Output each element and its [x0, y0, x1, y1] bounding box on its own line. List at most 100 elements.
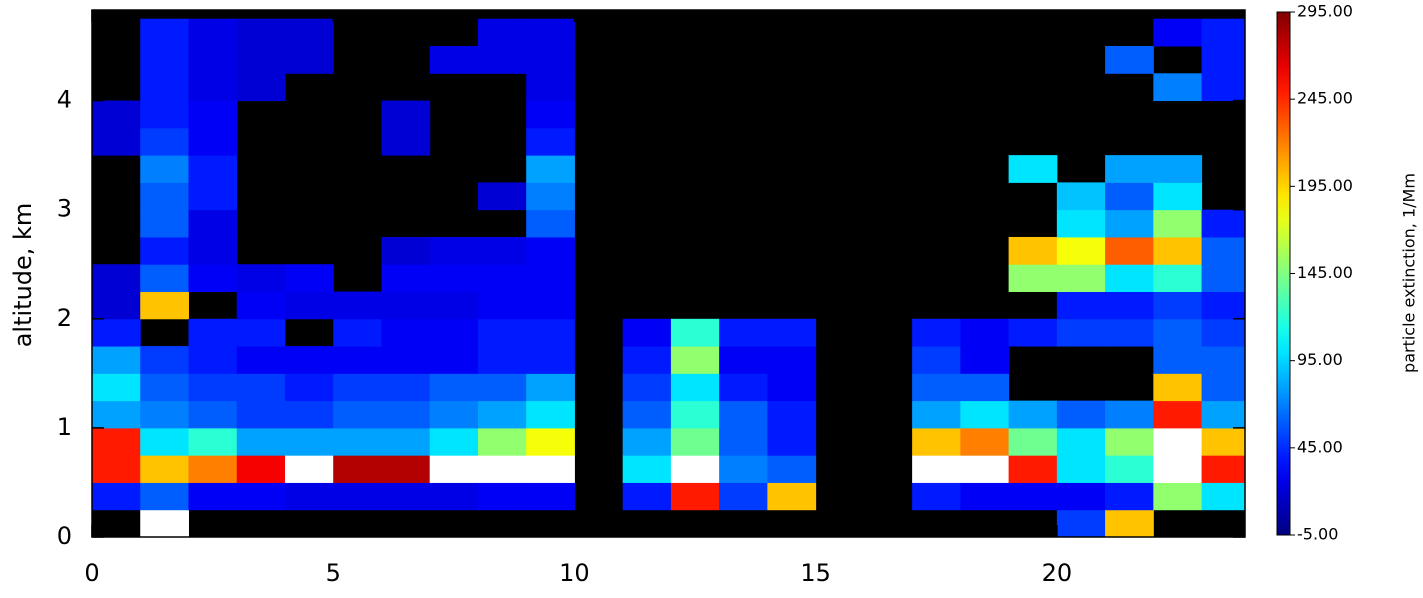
- heatmap-cell: [1056, 291, 1106, 320]
- y-tick-label: 1: [57, 413, 72, 441]
- heatmap-cell: [333, 400, 382, 429]
- heatmap-cell: [429, 427, 479, 456]
- heatmap-cell: [1056, 400, 1106, 429]
- heatmap-cell: [429, 318, 479, 347]
- heatmap-cell: [1153, 427, 1203, 456]
- colorbar-tick-label: 295.00: [1297, 2, 1353, 21]
- heatmap-cell: [140, 400, 189, 429]
- x-tick-label: 15: [800, 559, 831, 587]
- heatmap-cell: [1153, 318, 1203, 347]
- heatmap-cell: [622, 318, 672, 347]
- heatmap-cell: [429, 373, 479, 402]
- heatmap-cell: [236, 264, 286, 293]
- heatmap-cell: [1056, 264, 1106, 293]
- heatmap-cell: [140, 373, 189, 402]
- heatmap-cell: [1105, 400, 1154, 429]
- x-tick-label: 5: [326, 559, 341, 587]
- heatmap-cell: [1201, 46, 1245, 74]
- heatmap-cell: [1201, 373, 1245, 402]
- heatmap-cell: [670, 427, 720, 456]
- heatmap-cell: [767, 318, 817, 347]
- heatmap-cell: [477, 18, 527, 47]
- colorbar-label: particle extinction, 1/Mm: [1400, 173, 1419, 373]
- heatmap-cell: [477, 400, 527, 429]
- heatmap-cell: [912, 346, 961, 374]
- heatmap-cell: [381, 400, 431, 429]
- y-tick-label: 2: [57, 304, 72, 332]
- heatmap-cell: [381, 482, 431, 511]
- heatmap-cell: [284, 18, 334, 47]
- heatmap-cell: [1201, 346, 1245, 374]
- heatmap-cell: [188, 264, 238, 293]
- heatmap-cell: [526, 73, 575, 102]
- heatmap-cell: [1056, 509, 1106, 537]
- heatmap-cell: [960, 455, 1010, 483]
- heatmap-cell: [1201, 482, 1245, 511]
- heatmap-cell: [477, 455, 527, 483]
- heatmap-cell: [381, 127, 431, 156]
- heatmap-cell: [236, 46, 286, 74]
- heatmap-cell: [622, 373, 672, 402]
- heatmap-cell: [284, 346, 334, 374]
- heatmap-cell: [477, 373, 527, 402]
- heatmap-cell: [622, 482, 672, 511]
- heatmap-cell: [1153, 264, 1203, 293]
- heatmap-cell: [140, 73, 189, 102]
- heatmap-cell: [1201, 318, 1245, 347]
- heatmap-cell: [188, 427, 238, 456]
- heatmap-cell: [1008, 155, 1058, 183]
- heatmap-cell: [1105, 236, 1154, 265]
- heatmap-cell: [188, 18, 238, 47]
- heatmap-cell: [670, 346, 720, 374]
- heatmap-cell: [1105, 46, 1154, 74]
- heatmap-cell: [140, 455, 189, 483]
- heatmap-cell: [140, 182, 189, 211]
- heatmap-cell: [1201, 291, 1245, 320]
- heatmap-cell: [140, 509, 189, 537]
- heatmap-cell: [429, 46, 479, 74]
- colorbar-tick-label: 45.00: [1297, 437, 1343, 456]
- heatmap-cell: [1201, 209, 1245, 238]
- heatmap-cell: [188, 182, 238, 211]
- heatmap-cell: [236, 455, 286, 483]
- heatmap-cell: [429, 482, 479, 511]
- colorbar-tick-label: 195.00: [1297, 176, 1353, 195]
- heatmap-cell: [526, 427, 575, 456]
- heatmap-cell: [767, 346, 817, 374]
- heatmap-cell: [429, 291, 479, 320]
- heatmap-cell: [284, 427, 334, 456]
- heatmap-cell: [767, 455, 817, 483]
- heatmap-cell: [719, 318, 768, 347]
- heatmap-cell: [1008, 400, 1058, 429]
- heatmap-cell: [284, 264, 334, 293]
- y-tick-label: 0: [57, 522, 72, 550]
- heatmap-cell: [526, 400, 575, 429]
- heatmap-cell: [284, 46, 334, 74]
- heatmap-cell: [236, 346, 286, 374]
- heatmap-cell: [526, 155, 575, 183]
- heatmap-cell: [333, 346, 382, 374]
- heatmap-cell: [1105, 455, 1154, 483]
- heatmap-cell: [1056, 182, 1106, 211]
- heatmap-cell: [236, 291, 286, 320]
- heatmap-cell: [92, 346, 141, 374]
- heatmap-cell: [1105, 427, 1154, 456]
- heatmap-cell: [1153, 18, 1203, 47]
- heatmap-cell: [960, 373, 1010, 402]
- heatmap-cell: [188, 155, 238, 183]
- heatmap-cell: [670, 318, 720, 347]
- heatmap-cell: [188, 373, 238, 402]
- heatmap-cell: [188, 46, 238, 74]
- heatmap-cell: [477, 482, 527, 511]
- heatmap-cell: [92, 264, 141, 293]
- heatmap-cell: [236, 400, 286, 429]
- heatmap-cell: [140, 482, 189, 511]
- heatmap-cell: [92, 400, 141, 429]
- heatmap-cell: [719, 373, 768, 402]
- heatmap-cell: [526, 346, 575, 374]
- heatmap-cell: [236, 427, 286, 456]
- heatmap-cell: [92, 291, 141, 320]
- heatmap-cell: [1201, 18, 1245, 47]
- heatmap: [92, 18, 1245, 537]
